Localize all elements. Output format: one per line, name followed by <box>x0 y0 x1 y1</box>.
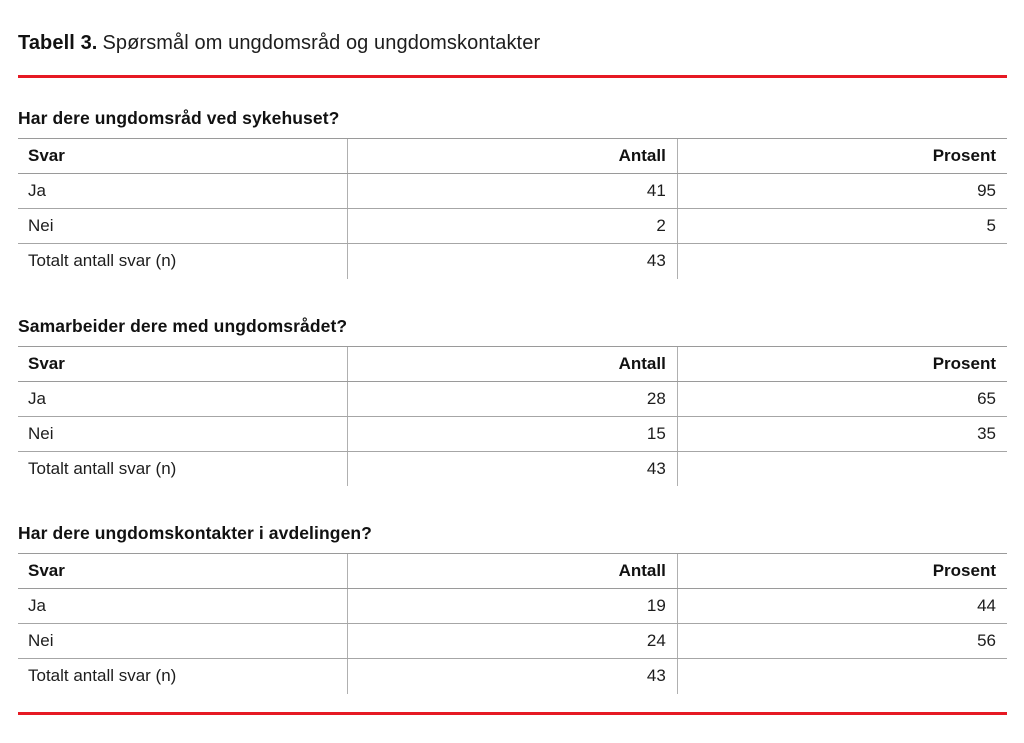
cell-svar: Totalt antall svar (n) <box>28 666 177 686</box>
cell-antall: 19 <box>347 588 678 624</box>
table-header-row: Svar Antall Prosent <box>18 138 1007 174</box>
cell-prosent: 44 <box>676 588 1007 624</box>
table-section-samarbeid: Samarbeider dere med ungdomsrådet? Svar … <box>18 315 1007 486</box>
cell-antall: 43 <box>347 451 678 486</box>
table-title-text: Spørsmål om ungdomsråd og ungdomskontakt… <box>102 32 541 54</box>
cell-prosent <box>676 658 1007 694</box>
column-header-prosent: Prosent <box>676 553 1007 589</box>
cell-prosent: 35 <box>676 416 1007 452</box>
cell-svar: Nei <box>18 623 348 659</box>
cell-prosent: 95 <box>676 173 1007 209</box>
data-table: Svar Antall Prosent Ja 41 95 Nei 2 5 Tot… <box>18 138 1007 279</box>
table-question-heading: Samarbeider dere med ungdomsrådet? <box>18 315 348 336</box>
column-header-antall: Antall <box>347 138 678 174</box>
column-header-svar: Svar <box>18 553 348 589</box>
cell-prosent <box>676 243 1007 279</box>
column-header-svar: Svar <box>18 345 348 382</box>
column-header-antall: Antall <box>347 345 678 382</box>
cell-antall: 28 <box>347 381 678 417</box>
table-question-heading: Har dere ungdomsråd ved sykehuset? <box>18 108 340 128</box>
table-total-row: Totalt antall svar (n) 43 <box>18 658 1007 694</box>
cell-svar: Nei <box>18 208 348 244</box>
table-row: Ja 28 65 <box>18 381 1007 417</box>
page-title: Tabell 3. Spørsmål om ungdomsråd og ungdo… <box>18 0 1007 55</box>
cell-antall: 2 <box>347 208 678 244</box>
table-question-heading: Har dere ungdomskontakter i avdelingen? <box>18 523 372 543</box>
table-row: Ja 19 44 <box>18 588 1007 624</box>
column-header-antall: Antall <box>347 553 678 589</box>
cell-antall: 43 <box>347 243 678 279</box>
cell-prosent <box>676 451 1007 486</box>
cell-prosent: 56 <box>676 623 1007 659</box>
table-row: Ja 41 95 <box>18 173 1007 209</box>
red-divider-bottom <box>18 711 1007 715</box>
data-table: Svar Antall Prosent Ja 28 65 Nei 15 35 T… <box>18 345 1007 486</box>
table-row: Nei 2 5 <box>18 208 1007 244</box>
cell-svar: Ja <box>18 173 348 209</box>
table-header-row: Svar Antall Prosent <box>18 345 1007 382</box>
cell-antall: 24 <box>347 623 678 659</box>
column-header-prosent: Prosent <box>676 138 1007 174</box>
table-total-row: Totalt antall svar (n) 43 <box>18 243 1007 279</box>
table-section-ungdomsrad: Har dere ungdomsråd ved sykehuset? Svar … <box>18 108 1007 279</box>
cell-prosent: 65 <box>676 381 1007 417</box>
table-section-ungdomskontakter: Har dere ungdomskontakter i avdelingen? … <box>18 523 1007 694</box>
cell-svar: Totalt antall svar (n) <box>28 251 177 271</box>
data-table: Svar Antall Prosent Ja 19 44 Nei 24 56 T… <box>18 553 1007 694</box>
table-number-label: Tabell 3. <box>18 32 98 54</box>
cell-svar: Ja <box>18 381 348 417</box>
table-row: Nei 24 56 <box>18 623 1007 659</box>
cell-svar: Ja <box>18 588 348 624</box>
cell-prosent: 5 <box>676 208 1007 244</box>
cell-antall: 41 <box>347 173 678 209</box>
cell-antall: 15 <box>347 416 678 452</box>
cell-antall: 43 <box>347 658 678 694</box>
column-header-prosent: Prosent <box>676 345 1007 382</box>
cell-svar: Totalt antall svar (n) <box>28 458 177 478</box>
table-header-row: Svar Antall Prosent <box>18 553 1007 589</box>
column-header-svar: Svar <box>18 138 348 174</box>
table-row: Nei 15 35 <box>18 416 1007 452</box>
table-total-row: Totalt antall svar (n) 43 <box>18 451 1007 486</box>
cell-svar: Nei <box>18 416 348 452</box>
red-divider-top <box>18 75 1007 78</box>
